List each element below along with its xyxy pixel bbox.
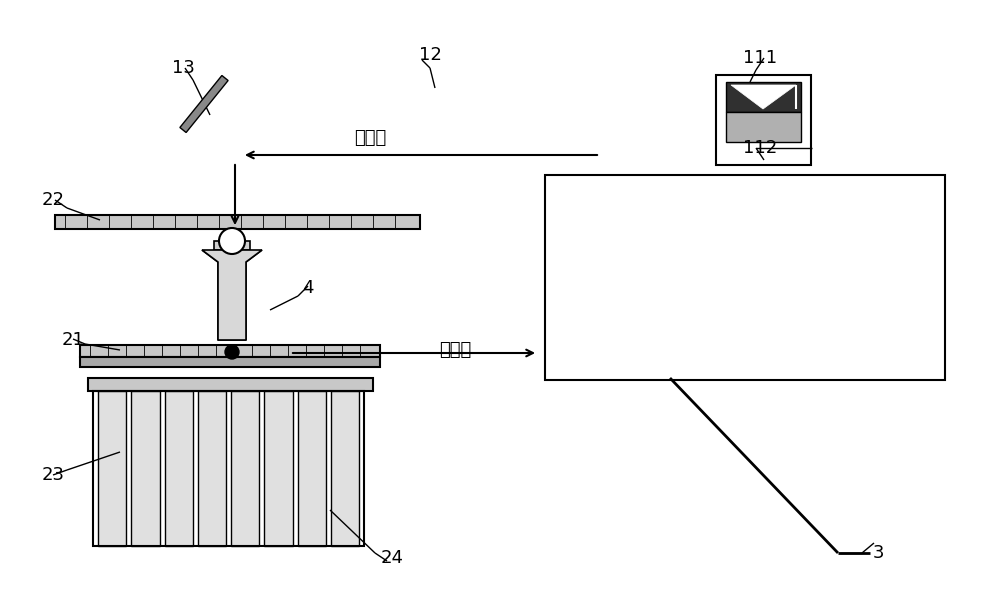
- Text: 21: 21: [62, 331, 84, 349]
- Text: 发射光: 发射光: [439, 341, 471, 359]
- Bar: [131, 391, 160, 546]
- Polygon shape: [180, 75, 228, 133]
- Text: 23: 23: [42, 466, 64, 484]
- Bar: [331, 391, 359, 546]
- Polygon shape: [202, 250, 262, 340]
- Bar: [214, 241, 250, 250]
- Bar: [726, 112, 801, 142]
- Bar: [164, 391, 193, 546]
- Bar: [55, 215, 420, 229]
- Text: 3: 3: [872, 544, 884, 562]
- Text: 13: 13: [172, 59, 194, 77]
- Text: 4: 4: [302, 279, 314, 297]
- Bar: [231, 391, 259, 546]
- Text: 激发光: 激发光: [354, 129, 386, 147]
- Bar: [88, 378, 373, 391]
- Bar: [98, 391, 126, 546]
- Bar: [716, 75, 811, 165]
- Circle shape: [219, 228, 245, 254]
- Bar: [545, 175, 945, 380]
- Bar: [80, 357, 380, 367]
- Circle shape: [225, 345, 239, 359]
- Bar: [80, 345, 380, 357]
- Bar: [264, 391, 292, 546]
- Text: 12: 12: [419, 46, 441, 64]
- Text: 111: 111: [743, 49, 777, 67]
- Bar: [93, 391, 364, 546]
- Text: 112: 112: [743, 139, 777, 157]
- Text: 22: 22: [42, 191, 64, 209]
- Bar: [198, 391, 226, 546]
- Text: 24: 24: [380, 549, 404, 567]
- Bar: [726, 82, 801, 112]
- Polygon shape: [731, 85, 796, 109]
- Bar: [298, 391, 326, 546]
